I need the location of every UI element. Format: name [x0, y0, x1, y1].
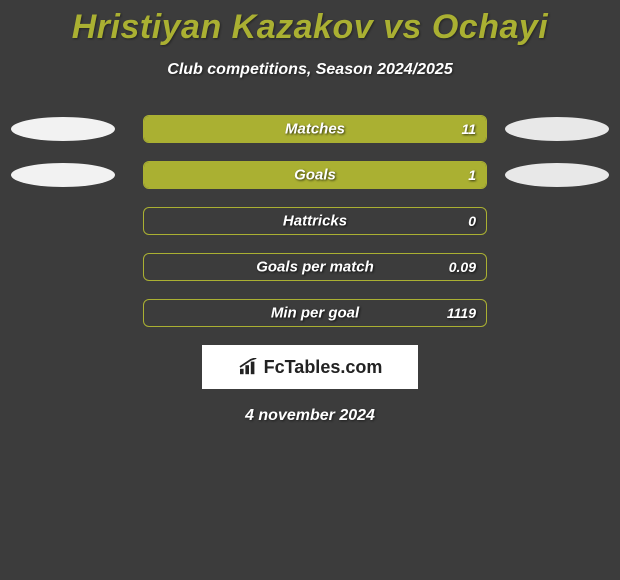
comparison-widget: Hristiyan Kazakov vs Ochayi Club competi… [0, 0, 620, 425]
stat-value: 1119 [447, 305, 476, 321]
stat-value: 1 [468, 167, 476, 183]
chart-icon [238, 358, 260, 376]
stat-bar-track: Min per goal 1119 [143, 299, 487, 327]
date-text: 4 november 2024 [0, 407, 620, 425]
right-ellipse [505, 163, 609, 187]
subtitle: Club competitions, Season 2024/2025 [0, 61, 620, 79]
stat-label: Goals [294, 167, 336, 184]
stat-value: 0.09 [449, 259, 476, 275]
stat-row: Goals 1 [0, 161, 620, 189]
left-ellipse [11, 117, 115, 141]
stat-row: Hattricks 0 [0, 207, 620, 235]
stat-row: Min per goal 1119 [0, 299, 620, 327]
stat-row: Matches 11 [0, 115, 620, 143]
right-ellipse [505, 117, 609, 141]
stat-bar-track: Goals per match 0.09 [143, 253, 487, 281]
stat-label: Matches [285, 121, 345, 138]
stat-bar-track: Matches 11 [143, 115, 487, 143]
stat-label: Hattricks [283, 213, 347, 230]
stat-bar-track: Goals 1 [143, 161, 487, 189]
left-ellipse [11, 163, 115, 187]
stat-label: Min per goal [271, 305, 359, 322]
stat-value: 11 [461, 121, 476, 137]
stats-list: Matches 11 Goals 1 Hattricks 0 [0, 115, 620, 327]
stat-value: 0 [468, 213, 476, 229]
stat-row: Goals per match 0.09 [0, 253, 620, 281]
logo-box: FcTables.com [202, 345, 418, 389]
logo: FcTables.com [238, 357, 383, 378]
page-title: Hristiyan Kazakov vs Ochayi [0, 8, 620, 47]
stat-label: Goals per match [256, 259, 374, 276]
stat-bar-track: Hattricks 0 [143, 207, 487, 235]
logo-text: FcTables.com [264, 357, 383, 378]
